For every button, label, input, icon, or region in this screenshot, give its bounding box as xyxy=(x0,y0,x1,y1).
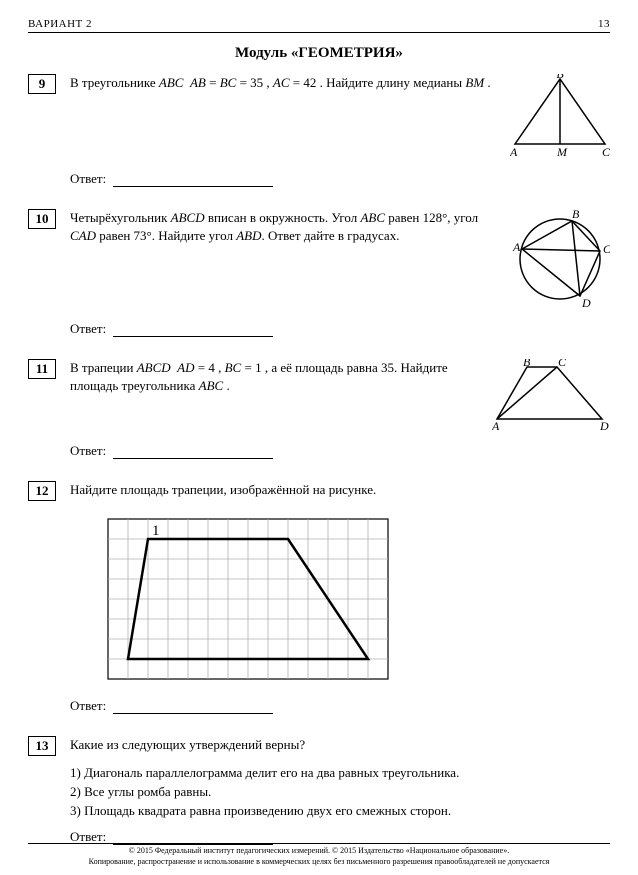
answer-label: Ответ: xyxy=(70,698,106,713)
answer-label: Ответ: xyxy=(70,829,106,844)
grid-figure: 1 xyxy=(98,509,610,688)
problem-text: Какие из следующих утверждений верны? xyxy=(70,736,610,754)
answer-row-12: Ответ: xyxy=(70,698,610,714)
problem-number: 12 xyxy=(28,481,56,501)
svg-text:B: B xyxy=(572,209,580,221)
page-header: ВАРИАНТ 2 13 xyxy=(28,18,610,33)
problem-number: 13 xyxy=(28,736,56,756)
problem-text: Найдите площадь трапеции, изображённой н… xyxy=(70,481,610,499)
answer-label: Ответ: xyxy=(70,321,106,336)
problem-number: 11 xyxy=(28,359,56,379)
svg-text:A: A xyxy=(512,240,521,254)
answer-blank[interactable] xyxy=(113,713,273,714)
svg-text:B: B xyxy=(556,74,564,81)
trapezoid-figure: B C A D xyxy=(492,359,610,435)
answer-blank[interactable] xyxy=(113,186,273,187)
statement-1: 1) Диагональ параллелограмма делит его н… xyxy=(70,764,610,783)
svg-text:D: D xyxy=(581,296,591,309)
module-title: Модуль «ГЕОМЕТРИЯ» xyxy=(28,45,610,62)
problem-12: 12 Найдите площадь трапеции, изображённо… xyxy=(28,481,610,501)
answer-row-11: Ответ: xyxy=(70,443,610,459)
problem-text: В треугольнике ABC AB = BC = 35 , AC = 4… xyxy=(70,74,502,92)
problem-10: 10 Четырёхугольник ABCD вписан в окружно… xyxy=(28,209,610,313)
grid-svg: 1 xyxy=(98,509,398,684)
answer-row-9: Ответ: xyxy=(70,171,610,187)
answer-blank[interactable] xyxy=(113,458,273,459)
circle-svg: A B C D xyxy=(510,209,610,309)
svg-text:A: A xyxy=(492,419,500,431)
svg-text:C: C xyxy=(603,242,610,256)
svg-text:B: B xyxy=(523,359,531,369)
svg-text:A: A xyxy=(510,145,518,159)
problem-number: 9 xyxy=(28,74,56,94)
answer-label: Ответ: xyxy=(70,171,106,186)
page-number: 13 xyxy=(598,18,610,30)
problem-number: 10 xyxy=(28,209,56,229)
problem-9: 9 В треугольнике ABC AB = BC = 35 , AC =… xyxy=(28,74,610,163)
answer-blank[interactable] xyxy=(113,336,273,337)
svg-text:M: M xyxy=(556,145,568,159)
problem-13: 13 Какие из следующих утверждений верны? xyxy=(28,736,610,756)
answer-label: Ответ: xyxy=(70,443,106,458)
trapezoid-svg: B C A D xyxy=(492,359,610,431)
problem-text: Четырёхугольник ABCD вписан в окружность… xyxy=(70,209,502,244)
problem-text: В трапеции ABCD AD = 4 , BC = 1 , а её п… xyxy=(70,359,484,394)
triangle-figure: B A M C xyxy=(510,74,610,163)
svg-text:D: D xyxy=(599,419,609,431)
statements-list: 1) Диагональ параллелограмма делит его н… xyxy=(70,764,610,821)
page-footer: © 2015 Федеральный институт педагогическ… xyxy=(28,843,610,867)
copyright-line-2: Копирование, распространение и использов… xyxy=(28,857,610,867)
statement-3: 3) Площадь квадрата равна произведению д… xyxy=(70,802,610,821)
svg-text:1: 1 xyxy=(152,523,160,539)
statement-2: 2) Все углы ромба равны. xyxy=(70,783,610,802)
circle-figure: A B C D xyxy=(510,209,610,313)
copyright-line-1: © 2015 Федеральный институт педагогическ… xyxy=(28,846,610,856)
variant-label: ВАРИАНТ 2 xyxy=(28,18,92,30)
problem-11: 11 В трапеции ABCD AD = 4 , BC = 1 , а е… xyxy=(28,359,610,435)
triangle-svg: B A M C xyxy=(510,74,610,159)
svg-text:C: C xyxy=(558,359,567,369)
answer-row-10: Ответ: xyxy=(70,321,610,337)
svg-text:C: C xyxy=(602,145,610,159)
answer-row-13: Ответ: xyxy=(70,829,610,845)
